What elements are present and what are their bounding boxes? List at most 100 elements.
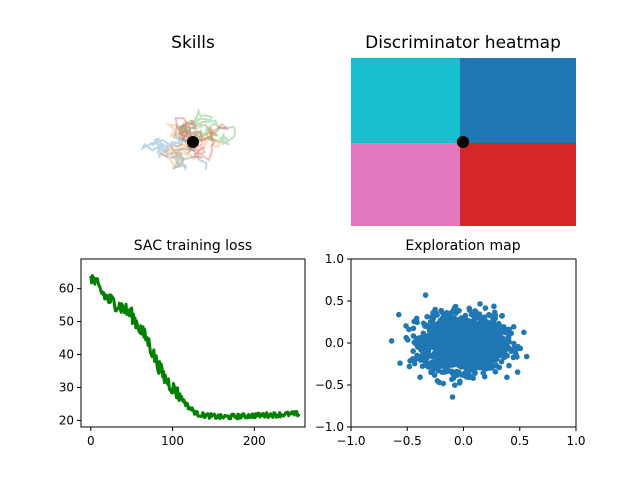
exploration-point <box>492 369 499 375</box>
exploration-point <box>477 322 483 329</box>
sac-y-tick-label: 40 <box>59 348 74 362</box>
exploration-point <box>499 313 505 319</box>
sac-loss-ticks: 0 100 200 20 30 40 50 60 <box>59 282 266 448</box>
exploration-point <box>454 339 460 345</box>
exploration-point <box>514 369 521 375</box>
exploration-point <box>414 319 420 326</box>
exploration-point <box>455 330 461 336</box>
exploration-point <box>473 360 479 367</box>
region-bottom-right <box>460 143 576 226</box>
exploration-point <box>511 340 517 347</box>
expl-y-tick-label: 0.5 <box>325 294 344 308</box>
expl-x-tick-label: 0.5 <box>510 434 529 448</box>
exploration-point <box>465 328 472 334</box>
expl-y-tick-label: 0.0 <box>325 336 344 350</box>
exploration-point <box>471 368 477 375</box>
expl-x-tick-label: 1.0 <box>566 434 585 448</box>
exploration-point <box>478 317 485 324</box>
sac-x-tick-label: 100 <box>161 434 184 448</box>
exploration-point <box>431 313 438 320</box>
exploration-axes <box>350 258 577 428</box>
sac-x-tick-label: 200 <box>243 434 266 448</box>
exploration-point <box>411 360 418 367</box>
exploration-point <box>460 323 466 330</box>
exploration-point <box>436 343 443 350</box>
exploration-point <box>451 357 457 363</box>
exploration-point <box>485 335 491 341</box>
exploration-point <box>494 324 500 331</box>
skills-panel: Skills <box>140 33 237 172</box>
exploration-point <box>447 331 454 337</box>
exploration-point <box>484 319 491 326</box>
exploration-point <box>403 323 409 329</box>
exploration-point <box>455 355 462 362</box>
exploration-point <box>422 292 429 298</box>
exploration-point <box>501 354 507 361</box>
exploration-point <box>448 362 455 368</box>
exploration-point <box>403 334 410 341</box>
exploration-point <box>434 358 440 365</box>
exploration-point <box>449 394 456 400</box>
exploration-point <box>417 357 424 364</box>
region-top-left <box>351 58 461 144</box>
exploration-point <box>521 329 527 336</box>
exploration-point <box>461 329 467 336</box>
exploration-point <box>482 305 489 311</box>
sac-y-tick-label: 60 <box>59 282 74 296</box>
exploration-point <box>470 312 477 319</box>
exploration-point <box>480 370 487 376</box>
exploration-point <box>442 364 448 371</box>
exploration-point <box>463 374 470 380</box>
exploration-point <box>492 338 499 345</box>
exploration-point <box>446 344 453 351</box>
exploration-point <box>491 303 497 310</box>
exploration-point <box>437 324 444 331</box>
exploration-point <box>483 340 489 347</box>
exploration-point <box>431 372 438 378</box>
exploration-point <box>469 350 476 357</box>
exploration-point <box>477 354 484 361</box>
exploration-point <box>475 335 482 342</box>
exploration-panel: Exploration map −1.0 −0.5 0.0 0.5 1.0 −1.0 −0.… <box>315 238 586 448</box>
exploration-point <box>422 362 428 368</box>
exploration-point <box>510 324 517 330</box>
exploration-point <box>454 346 461 352</box>
exploration-point <box>461 344 468 350</box>
exploration-point <box>432 335 438 342</box>
skill-trajectory-3 <box>174 117 230 162</box>
exploration-point <box>432 322 438 329</box>
exploration-point <box>481 332 487 339</box>
exploration-point <box>463 337 469 344</box>
exploration-point <box>486 330 493 337</box>
exploration-point <box>513 351 519 357</box>
discriminator-panel: Discriminator heatmap <box>351 33 576 226</box>
skill-trajectory-1 <box>159 122 221 170</box>
exploration-point <box>493 362 500 369</box>
exploration-point <box>523 353 530 360</box>
sac-y-tick-label: 50 <box>59 315 74 329</box>
exploration-point <box>429 326 435 332</box>
exploration-point <box>424 313 430 320</box>
exploration-point <box>506 362 512 369</box>
exploration-point <box>486 351 493 358</box>
exploration-point <box>410 325 417 332</box>
exploration-point <box>449 309 455 316</box>
exploration-point <box>410 348 416 354</box>
exploration-point <box>420 330 427 337</box>
sac-loss-title: SAC training loss <box>134 238 252 254</box>
exploration-point <box>471 338 477 345</box>
exploration-point <box>500 339 507 346</box>
exploration-point <box>466 358 473 364</box>
exploration-point <box>449 376 455 383</box>
exploration-point <box>463 369 470 375</box>
exploration-point <box>468 342 475 349</box>
exploration-point <box>450 372 457 378</box>
discriminator-marker <box>457 136 469 148</box>
exploration-point <box>450 325 457 332</box>
exploration-point <box>427 343 434 349</box>
exploration-point <box>438 307 445 314</box>
exploration-point <box>508 330 515 337</box>
exploration-point <box>476 331 483 338</box>
exploration-point <box>448 339 455 345</box>
